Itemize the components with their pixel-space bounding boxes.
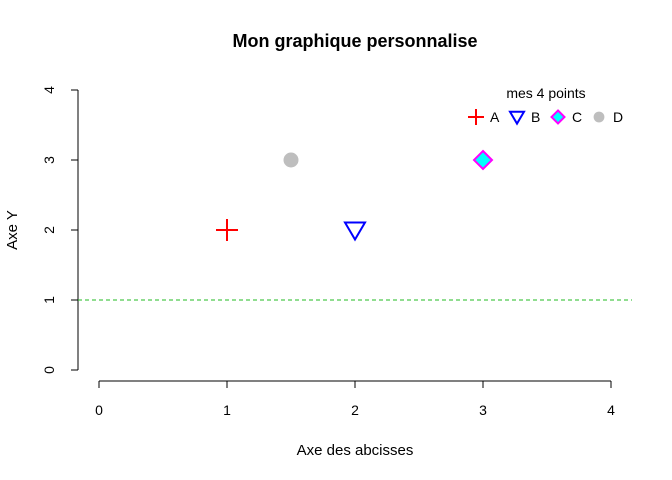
x-tick-label: 3: [479, 402, 487, 418]
y-tick-label: 1: [41, 296, 57, 304]
legend-label-b: B: [531, 109, 540, 125]
x-axis: 0 1 2 3 4: [95, 380, 615, 418]
legend-entry-d: D: [593, 109, 623, 125]
legend-label-d: D: [613, 109, 623, 125]
data-point-b: [343, 221, 367, 242]
legend-title: mes 4 points: [506, 85, 585, 101]
x-tick-label: 1: [223, 402, 231, 418]
y-tick-label: 3: [41, 156, 57, 164]
legend-entry-c: C: [550, 109, 582, 125]
y-tick-label: 4: [41, 86, 57, 94]
x-axis-title: Axe des abcisses: [297, 442, 414, 459]
chart-title: Mon graphique personnalise: [232, 31, 477, 51]
y-axis-title: Axe Y: [4, 210, 21, 250]
x-tick-label: 0: [95, 402, 103, 418]
y-axis: 0 1 2 3 4: [41, 86, 79, 374]
legend-marker-a: [468, 109, 484, 125]
legend-entries: A B C D: [468, 109, 623, 126]
x-tick-label: 4: [607, 402, 615, 418]
legend-entry-b: B: [508, 109, 540, 126]
legend-label-a: A: [490, 109, 500, 125]
data-point-a: [216, 219, 238, 241]
legend-marker-c: [550, 109, 566, 125]
legend-marker-b: [508, 110, 526, 126]
legend: mes 4 points A B C D: [468, 85, 623, 126]
x-tick-label: 2: [351, 402, 359, 418]
legend-entry-a: A: [468, 109, 500, 125]
legend-label-c: C: [572, 109, 582, 125]
legend-marker-d: [593, 111, 605, 123]
points-layer: [216, 149, 494, 242]
data-point-d: [283, 152, 299, 168]
y-tick-label: 2: [41, 226, 57, 234]
y-tick-label: 0: [41, 366, 57, 374]
data-point-c: [472, 149, 494, 171]
